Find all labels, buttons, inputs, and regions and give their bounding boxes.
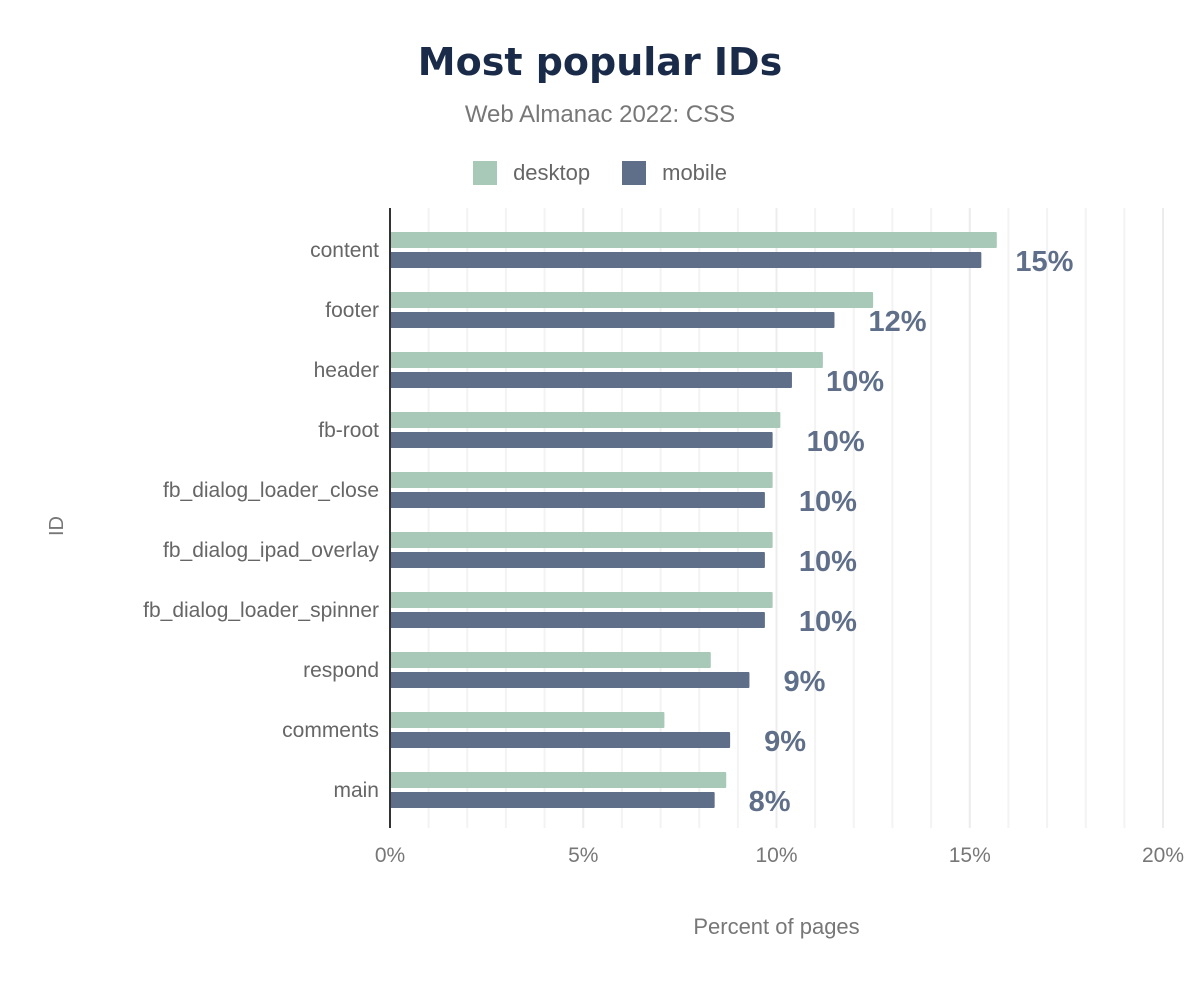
chart-subtitle: Web Almanac 2022: CSS (464, 101, 736, 128)
x-tick-label: 10% (755, 844, 797, 867)
x-tick-label: 20% (1142, 844, 1184, 867)
y-tick-label: respond (303, 659, 379, 682)
bar-desktop (390, 652, 711, 668)
bar-mobile (390, 672, 750, 688)
bar-mobile (390, 612, 765, 628)
bar-mobile (390, 792, 715, 808)
data-label: 10% (807, 426, 865, 458)
bar-desktop (390, 352, 823, 368)
bar-desktop (390, 232, 997, 248)
y-tick-label: content (310, 239, 379, 262)
data-label: 10% (799, 486, 857, 518)
x-tick-label: 0% (375, 844, 405, 867)
legend-label-mobile: mobile (662, 160, 727, 185)
data-label: 10% (826, 366, 884, 398)
data-label: 12% (868, 306, 926, 338)
data-label: 9% (764, 726, 806, 758)
bar-mobile (390, 732, 731, 748)
data-label: 9% (783, 666, 825, 698)
bar-mobile (390, 432, 773, 448)
legend-item-mobile[interactable]: mobile (622, 160, 727, 186)
bar-mobile (390, 312, 835, 328)
legend-swatch-mobile (622, 161, 647, 185)
bar-desktop (390, 412, 781, 428)
y-tick-label: footer (325, 299, 379, 322)
data-label: 8% (749, 786, 791, 818)
chart-title: Most popular IDs (417, 40, 783, 84)
legend-item-desktop[interactable]: desktop (473, 160, 590, 186)
x-tick-label: 15% (949, 844, 991, 867)
data-label: 15% (1015, 246, 1073, 278)
bar-mobile (390, 372, 792, 388)
bar-mobile (390, 552, 765, 568)
y-tick-label: fb_dialog_loader_close (163, 479, 379, 502)
bar-desktop (390, 532, 773, 548)
bar-desktop (390, 712, 665, 728)
y-tick-label: fb_dialog_loader_spinner (143, 599, 379, 622)
bar-desktop (390, 772, 727, 788)
bar-mobile (390, 492, 765, 508)
y-tick-label: fb-root (318, 419, 379, 442)
x-axis-label: Percent of pages (693, 914, 860, 939)
bar-desktop (390, 292, 874, 308)
legend: desktop mobile (0, 160, 1200, 186)
bar-desktop (390, 592, 773, 608)
bar-desktop (390, 472, 773, 488)
legend-swatch-desktop (473, 161, 498, 185)
y-tick-label: main (333, 779, 379, 802)
y-tick-label: header (314, 359, 379, 382)
data-label: 10% (799, 546, 857, 578)
data-label: 10% (799, 606, 857, 638)
y-tick-label: fb_dialog_ipad_overlay (163, 539, 379, 562)
bar-mobile (390, 252, 982, 268)
x-tick-label: 5% (568, 844, 598, 867)
legend-label-desktop: desktop (513, 160, 591, 185)
y-tick-label: comments (282, 719, 379, 742)
y-axis-label: ID (46, 516, 68, 536)
